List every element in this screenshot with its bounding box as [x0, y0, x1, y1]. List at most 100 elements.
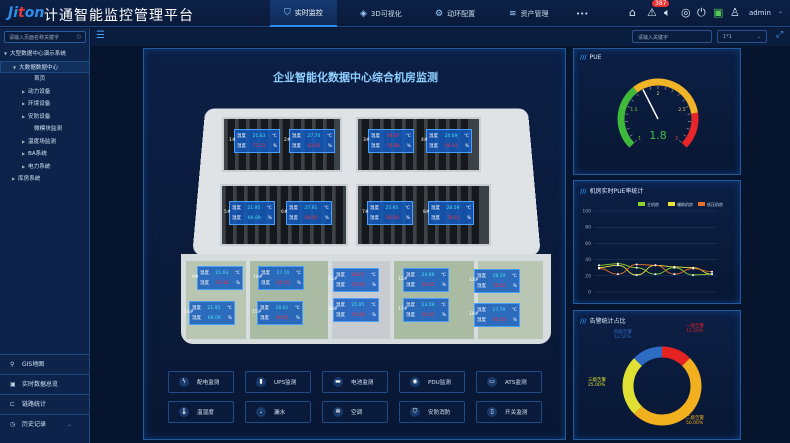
- gauge-tick: [664, 86, 666, 90]
- sidebar-tree-item[interactable]: ▼ 大数据数据中心: [0, 60, 90, 73]
- sidebar-tree-item[interactable]: ▶ 电力系统: [0, 161, 90, 174]
- room-id: 16#: [328, 307, 338, 312]
- sidebar-tree-item[interactable]: ▶ 安防设备: [0, 111, 90, 124]
- toolbar: ☰: [91, 28, 790, 46]
- slice-label: 四级告警: [614, 328, 632, 335]
- humidity-value: 78.61: [492, 283, 506, 289]
- sidebar-tree-item[interactable]: 首页: [34, 76, 46, 82]
- map-pin-icon: ⚲: [10, 361, 15, 368]
- room-sensor-card[interactable]: 7# 温度 25.95 ℃ 湿度 58.58%: [362, 201, 413, 225]
- subsystem-button[interactable]: ◉ PDU监测: [399, 371, 465, 393]
- layout-select[interactable]: 1*1 ⌄: [717, 30, 767, 43]
- room-sensor-card[interactable]: 18# 温度 27.79 ℃ 湿度 65.61%: [469, 303, 520, 327]
- subsystem-button[interactable]: ▯ 开关监测: [476, 401, 542, 423]
- stripes-icon: ///: [580, 188, 587, 195]
- chevron-down-icon[interactable]: ⌄: [778, 8, 784, 15]
- settings-circle-icon[interactable]: ◎: [681, 6, 691, 19]
- room-sensor-card[interactable]: 6# 温度 27.91 ℃ 湿度 66.65%: [281, 201, 332, 225]
- sidebar-tree-item[interactable]: ▶ BA系统: [0, 148, 90, 161]
- room-id: 5#: [224, 210, 231, 215]
- subsystem-button[interactable]: ▮ UPS监测: [245, 371, 311, 393]
- panel-title: ///PUE: [580, 54, 602, 61]
- search-icon[interactable]: ○: [76, 34, 81, 40]
- nav-more[interactable]: •••: [576, 9, 589, 18]
- data-point: [635, 273, 638, 276]
- y-tick-label: 80: [585, 225, 591, 231]
- temperature-value: 27.70: [276, 270, 290, 276]
- user-icon[interactable]: ♙: [730, 6, 740, 19]
- temperature-value: 38.67: [386, 133, 400, 139]
- sidebar-tree-item[interactable]: 微模块监测: [34, 126, 62, 132]
- sidebar-tree-item[interactable]: ▶ 库房系统: [0, 173, 90, 186]
- nav-assets[interactable]: ≋ 资产管理: [509, 8, 549, 19]
- keyword-input[interactable]: 请输入关键字: [632, 30, 712, 43]
- room-id: 18#: [469, 312, 479, 317]
- room-sensor-card[interactable]: 17# 温度 23.59 ℃ 湿度 62.01%: [398, 298, 449, 322]
- sidebar-link-stats[interactable]: ⊏ 链路统计: [0, 394, 90, 413]
- room-sensor-card[interactable]: 16# 温度 25.95 ℃ 湿度 55.58%: [328, 298, 379, 322]
- alarm-icon[interactable]: ⚠: [647, 6, 657, 19]
- nav-config[interactable]: ⚙ 动环配置: [435, 8, 476, 19]
- donut-slice: [634, 358, 702, 426]
- room-sensor-card[interactable]: 1# 温度 21.63 ℃ 湿度 75.53%: [229, 129, 280, 153]
- gauge-tick: [626, 128, 630, 130]
- temperature-value: 21.95: [207, 305, 221, 311]
- humidity-value: 66.01: [444, 143, 458, 149]
- room-sensor-card[interactable]: 9# 温度 21.63 ℃ 湿度 76.18%: [192, 266, 243, 290]
- speaker-icon[interactable]: 🔈︎: [664, 6, 671, 19]
- stripes-icon: ///: [580, 54, 587, 61]
- server-rack: [335, 186, 343, 244]
- sidebar-tree-item[interactable]: ▼ 大型数据中心演示系统: [0, 48, 90, 61]
- gauge-tick-label: 2: [657, 91, 660, 97]
- sidebar-search-input[interactable]: 请输入页面名称关键字 ○: [4, 31, 86, 43]
- temperature-value: 25.95: [351, 302, 365, 308]
- room-sensor-card[interactable]: 3# 温度 38.67 ℃ 湿度 56.60%: [363, 129, 414, 153]
- room-sensor-card[interactable]: 10# 温度 27.70 ℃ 湿度 62.01%: [253, 266, 304, 290]
- room-id: 15#: [252, 310, 262, 315]
- subsystem-button[interactable]: ⛉ 安防消防: [399, 401, 465, 423]
- subsystem-button[interactable]: ▬ 电池监测: [322, 371, 388, 393]
- humidity-value: 78.61: [446, 215, 460, 221]
- humidity-value: 62.01: [421, 282, 435, 288]
- sidebar-tree-item[interactable]: ▶ 动力设备: [0, 86, 90, 99]
- fullscreen-icon[interactable]: ⤢: [776, 30, 784, 40]
- pue-panel: ///PUE 1 1.5 2 2.5 3 1.8: [573, 48, 741, 175]
- subsystem-button[interactable]: ϟ 配电监测: [168, 371, 234, 393]
- room-sensor-card[interactable]: 2# 温度 27.70 ℃ 湿度 62.01%: [284, 129, 335, 153]
- room-sensor-card[interactable]: 8# 温度 28.59 ℃ 湿度 78.61%: [423, 201, 474, 225]
- nav-3d[interactable]: ◈ 3D可视化: [360, 8, 402, 19]
- room-sensor-card[interactable]: 12# 温度 24.69 ℃ 湿度 62.01%: [398, 268, 449, 292]
- subsystem-button[interactable]: ▭ ATS监测: [476, 371, 542, 393]
- subsystem-button[interactable]: 🌡︎ 温湿度: [168, 401, 234, 423]
- shield-icon: ⛉: [410, 407, 420, 417]
- home-icon[interactable]: ⌂: [629, 6, 636, 19]
- legend-swatch: [668, 202, 675, 206]
- sidebar-gis[interactable]: ⚲ GIS地图: [0, 354, 90, 373]
- room-sensor-card[interactable]: 5# 温度 21.95 ℃ 湿度 66.09%: [224, 201, 275, 225]
- subsystem-button[interactable]: ✻ 空调: [322, 401, 388, 423]
- gauge-tick: [650, 86, 652, 90]
- power-icon[interactable]: ⏻: [697, 6, 706, 19]
- room-sensor-card[interactable]: 15# 温度 28.61 ℃ 湿度 60.01%: [252, 301, 303, 325]
- server-rack: [282, 119, 290, 170]
- room-sensor-card[interactable]: 4# 温度 24.69 ℃ 湿度 66.01%: [421, 129, 472, 153]
- gauge-tick: [627, 106, 631, 108]
- monitor-icon[interactable]: ▣: [713, 6, 724, 19]
- panel-title: ///机房实时PUE率统计: [580, 188, 644, 195]
- sidebar-realtime-overview[interactable]: ▣ 实时数据总览: [0, 374, 90, 393]
- sidebar-tree-item[interactable]: ▶ 温度场监测: [0, 136, 90, 149]
- username[interactable]: admin: [749, 9, 771, 17]
- room-sensor-card[interactable]: 13# 温度 28.59 ℃ 湿度 78.61%: [469, 269, 520, 293]
- slice-percent: 25.00%: [588, 382, 606, 388]
- data-point: [692, 273, 695, 276]
- monitor-icon: ▣: [10, 381, 16, 388]
- temperature-value: 21.95: [247, 205, 261, 211]
- menu-toggle-icon[interactable]: ☰: [96, 30, 105, 41]
- subsystem-button[interactable]: 💧︎ 漏水: [245, 401, 311, 423]
- server-rack: [416, 186, 424, 244]
- room-sensor-card[interactable]: 14# 温度 21.95 ℃ 湿度 66.09%: [184, 301, 235, 325]
- sidebar-tree-item[interactable]: ▶ 环境设备: [0, 98, 90, 111]
- room-sensor-card[interactable]: 11# 温度 28.67 ℃ 湿度 55.60%: [328, 268, 379, 292]
- sidebar-history[interactable]: ◷ 历史记录 ⌄: [0, 414, 90, 433]
- nav-realtime[interactable]: ⛉ 实时监控: [270, 0, 337, 27]
